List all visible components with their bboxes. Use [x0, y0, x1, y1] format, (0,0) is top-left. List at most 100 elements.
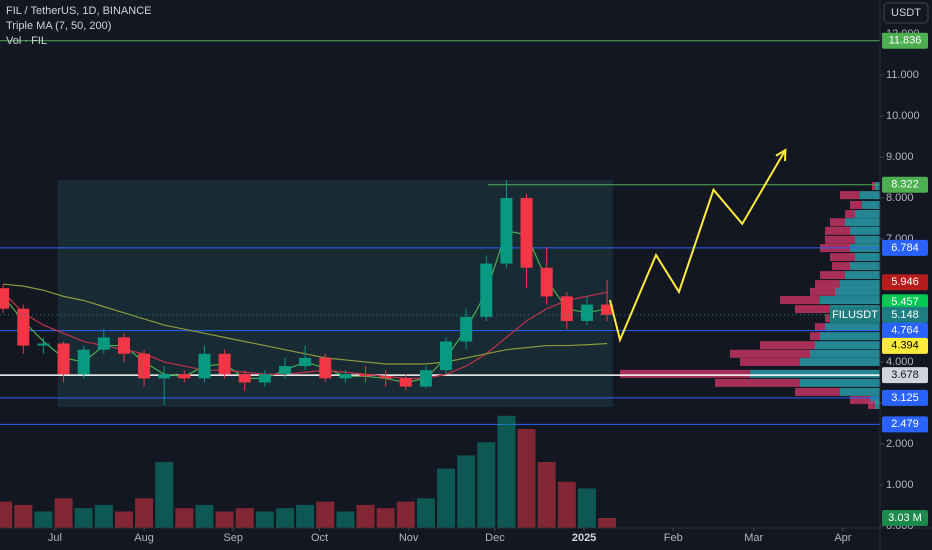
profile-down [832, 262, 850, 271]
candle-body [57, 343, 70, 375]
candle-body [580, 304, 593, 321]
candle-body [17, 308, 30, 346]
currency-label[interactable]: USDT [891, 7, 921, 19]
volume-bar [577, 488, 596, 528]
profile-down [850, 396, 870, 405]
x-tick-label: Mar [744, 532, 763, 544]
profile-up [840, 280, 880, 289]
candle-body [0, 288, 10, 309]
profile-up [855, 235, 880, 244]
y-tick-label: 8.000 [886, 192, 914, 204]
profile-up [825, 323, 880, 332]
profile-up [875, 182, 880, 191]
range-box [57, 179, 613, 408]
candle-body [500, 198, 513, 264]
profile-down [872, 182, 875, 191]
volume-bar [517, 429, 536, 528]
candle-body [601, 304, 614, 315]
x-tick-label: Aug [134, 532, 154, 544]
profile-down [620, 369, 750, 378]
profile-down [825, 235, 855, 244]
price-label: 5.148 [891, 309, 919, 321]
candle-body [299, 357, 312, 367]
candle-body [339, 374, 352, 379]
candle-body [460, 316, 473, 342]
candle-body [379, 376, 392, 379]
candle-body [238, 374, 251, 383]
volume-label: 3.03 M [888, 512, 922, 524]
chart-title: FIL / TetherUS, 1D, BINANCE [6, 5, 152, 17]
profile-down [815, 323, 825, 332]
profile-down [850, 200, 862, 209]
y-tick-label: 4.000 [886, 356, 914, 368]
volume-bar [477, 442, 496, 528]
price-label-box [882, 416, 928, 433]
price-label-box [882, 389, 928, 406]
indicator-title: Triple MA (7, 50, 200) [6, 20, 111, 32]
x-tick-label: Nov [399, 532, 419, 544]
volume-bar [74, 508, 93, 528]
price-label-box [882, 367, 928, 384]
currency-button[interactable] [883, 2, 929, 24]
profile-up [845, 218, 880, 227]
price-label-box [882, 306, 928, 323]
y-tick-label: 2.000 [886, 438, 914, 450]
price-label: 4.764 [891, 325, 919, 337]
profile-up [855, 209, 880, 218]
price-label-box [882, 294, 928, 311]
profile-up [862, 200, 880, 209]
x-tick-label: Sep [223, 532, 243, 544]
profile-down [868, 401, 875, 410]
profile-up [875, 401, 880, 410]
price-label-box [882, 239, 928, 256]
price-label-box [882, 274, 928, 291]
x-tick-label: 2025 [572, 532, 596, 544]
volume-bar [296, 504, 315, 528]
volume-bar [14, 504, 33, 528]
price-label: 11.836 [889, 35, 922, 47]
y-tick-label: 11.000 [886, 69, 919, 81]
candle-body [440, 341, 453, 371]
candle-body [480, 263, 493, 317]
profile-down [845, 209, 855, 218]
profile-down [795, 305, 830, 314]
volume-label-box [882, 510, 928, 527]
profile-down [810, 287, 835, 296]
candle-body [520, 198, 533, 268]
price-label-box [882, 337, 928, 354]
volume-bar [336, 511, 355, 528]
profile-down [840, 191, 860, 200]
profile-up [860, 191, 880, 200]
profile-up [840, 387, 880, 396]
profile-up [800, 378, 880, 387]
volume-bar [255, 511, 274, 528]
y-tick-label: 10.000 [886, 110, 920, 122]
volume-bar [376, 508, 395, 528]
profile-up [850, 262, 880, 271]
profile-up [845, 271, 880, 280]
candle-body [399, 378, 412, 387]
volume-bar [275, 508, 294, 528]
x-tick-label: Dec [485, 532, 505, 544]
projection-path [608, 149, 787, 343]
profile-up [820, 332, 880, 341]
candle-body [77, 349, 90, 375]
volume-bar [437, 468, 456, 528]
profile-down [830, 218, 845, 227]
candle-body [419, 370, 432, 387]
candle-body [319, 357, 332, 379]
profile-down [825, 226, 850, 235]
volume-bar [94, 504, 113, 528]
volume-bar [537, 462, 556, 528]
candle-body [359, 374, 372, 377]
symbol-label-box [830, 306, 880, 323]
profile-up [850, 226, 880, 235]
price-label: 6.784 [891, 242, 919, 254]
price-label: 2.479 [891, 418, 919, 430]
x-tick-label: Feb [664, 532, 683, 544]
volume-title: Vol · FIL [6, 35, 47, 47]
price-label: 5.457 [891, 296, 919, 308]
profile-up [800, 357, 880, 366]
price-label: 8.322 [891, 179, 919, 191]
price-label-box [882, 32, 928, 49]
